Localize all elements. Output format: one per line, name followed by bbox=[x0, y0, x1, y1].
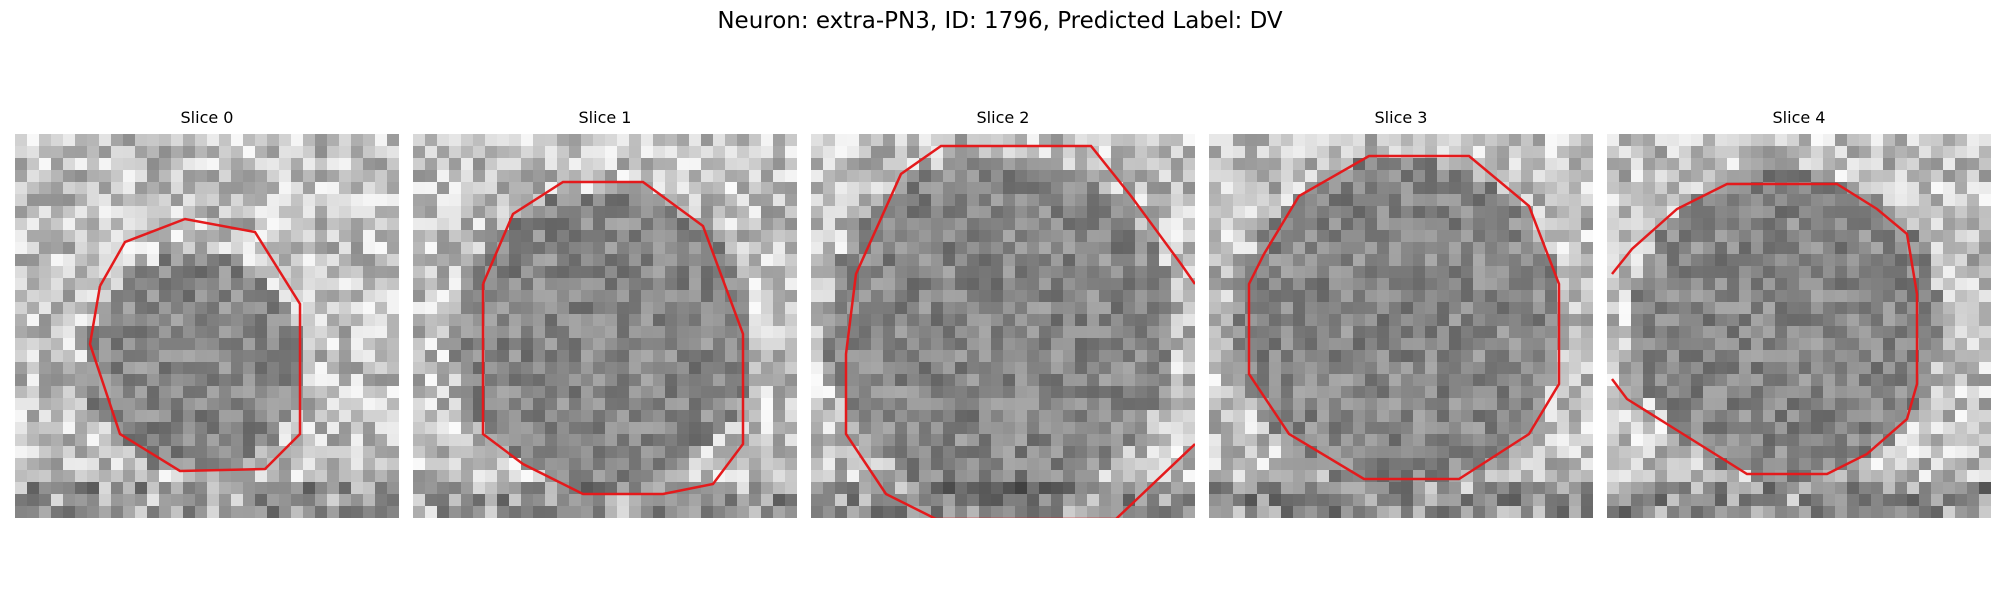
slice-image-0 bbox=[15, 134, 399, 518]
contour-2 bbox=[844, 144, 1195, 518]
slice-title-1: Slice 1 bbox=[578, 108, 632, 127]
slice-image-3 bbox=[1209, 134, 1593, 518]
slice-title-4: Slice 4 bbox=[1772, 108, 1826, 127]
slice-title-2: Slice 2 bbox=[976, 108, 1030, 127]
slice-image-1 bbox=[413, 134, 797, 518]
contour-1 bbox=[481, 180, 745, 496]
contour-4 bbox=[1611, 182, 1919, 476]
slice-image-2 bbox=[811, 134, 1195, 518]
slice-image-4 bbox=[1607, 134, 1991, 518]
contour-3 bbox=[1247, 154, 1561, 481]
slice-title-0: Slice 0 bbox=[180, 108, 234, 127]
figure-title: Neuron: extra-PN3, ID: 1796, Predicted L… bbox=[717, 8, 1283, 34]
slice-title-3: Slice 3 bbox=[1374, 108, 1428, 127]
contour-0 bbox=[88, 217, 302, 473]
